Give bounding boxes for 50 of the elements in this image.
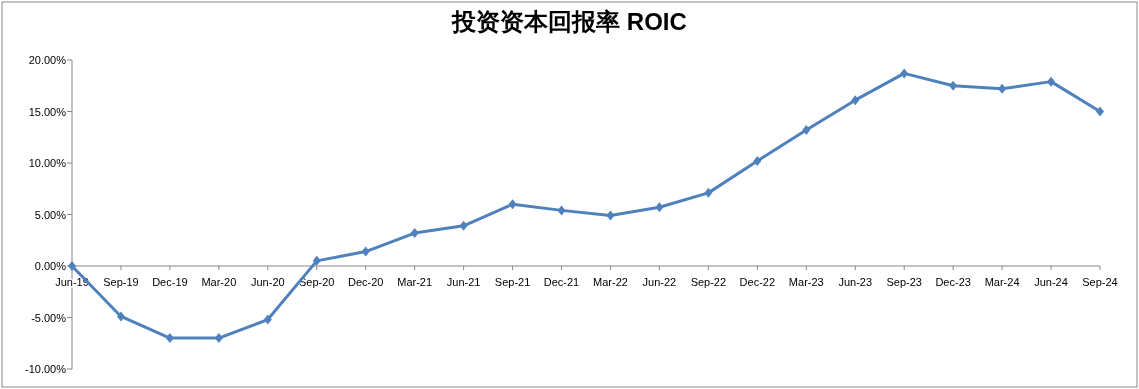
- point: [116, 311, 125, 322]
- x-tick-label: Mar-23: [788, 276, 824, 288]
- point: [655, 202, 664, 213]
- y-tick-label: -10.00%: [25, 363, 67, 375]
- point: [557, 205, 566, 216]
- chart-title: 投资资本回报率 ROIC: [451, 8, 687, 35]
- y-tick-label: 20.00%: [28, 54, 67, 66]
- point: [949, 80, 958, 91]
- point: [459, 220, 468, 231]
- point: [753, 155, 762, 166]
- point: [998, 83, 1007, 94]
- x-tick-label: Jun-21: [446, 276, 481, 288]
- x-tick-label: Dec-23: [935, 276, 971, 288]
- point: [165, 333, 174, 344]
- x-tick-label: Dec-19: [152, 276, 188, 288]
- point: [802, 125, 811, 136]
- x-tick-label: Jun-22: [642, 276, 677, 288]
- x-tick-label: Sep-23: [886, 276, 922, 288]
- point: [410, 228, 419, 239]
- x-tick-label: Mar-20: [201, 276, 237, 288]
- point: [1047, 76, 1056, 87]
- x-tick-label: Jun-23: [838, 276, 873, 288]
- x-tick-label: Jun-20: [250, 276, 285, 288]
- x-tick-label: Dec-20: [347, 276, 384, 288]
- x-tick-label: Sep-20: [299, 276, 335, 288]
- point: [704, 187, 713, 198]
- point: [361, 246, 370, 257]
- y-tick-label: 0.00%: [34, 260, 67, 272]
- point: [214, 333, 223, 344]
- point: [606, 210, 615, 221]
- x-tick-label: Sep-22: [690, 276, 727, 288]
- point: [263, 314, 272, 325]
- point: [900, 68, 909, 79]
- x-tick-label: Dec-22: [739, 276, 776, 288]
- y-tick-label: -5.00%: [31, 311, 67, 324]
- x-tick-label: Sep-24: [1082, 276, 1118, 288]
- x-tick-label: Jun-24: [1034, 276, 1068, 288]
- x-tick-label: Dec-21: [543, 276, 580, 288]
- point: [312, 255, 321, 266]
- y-tick-label: 15.00%: [28, 105, 67, 118]
- x-tick-label: Sep-21: [494, 276, 531, 288]
- point: [508, 199, 517, 210]
- x-tick-label: Sep-19: [103, 276, 139, 288]
- x-tick-label: Mar-22: [593, 276, 628, 288]
- y-tick-label: 10.00%: [28, 157, 67, 169]
- x-tick-label: Mar-21: [397, 276, 433, 288]
- y-tick-label: 5.00%: [34, 208, 67, 221]
- point: [1096, 106, 1104, 117]
- x-tick-label: Mar-24: [984, 276, 1020, 288]
- point: [851, 95, 860, 106]
